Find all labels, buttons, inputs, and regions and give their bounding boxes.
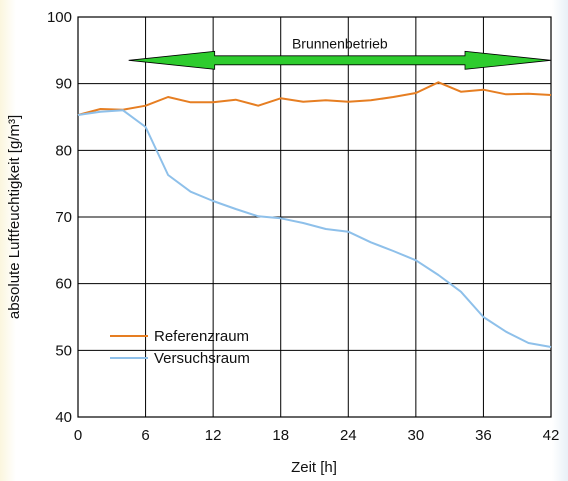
x-tick-label: 18 — [272, 427, 289, 444]
y-tick-label: 80 — [55, 142, 72, 159]
y-tick-label: 40 — [55, 409, 72, 426]
y-tick-label: 70 — [55, 209, 72, 226]
grid-lines — [78, 17, 551, 417]
y-tick-label: 60 — [55, 276, 72, 293]
plot-border — [77, 16, 552, 418]
x-tick-label: 36 — [475, 427, 492, 444]
annotation-label: Brunnenbetrieb — [292, 35, 388, 51]
y-tick-label: 50 — [55, 342, 72, 359]
legend: Referenzraum Versuchsraum — [110, 328, 250, 367]
tick-labels: 0 6 12 18 24 30 36 42 40 50 60 70 80 90 100 — [47, 9, 559, 444]
brunnenbetrieb-annotation: Brunnenbetrieb — [128, 35, 552, 70]
x-axis-title: Zeit [h] — [291, 459, 337, 476]
x-tick-label: 30 — [408, 427, 425, 444]
series-line-versuchsraum — [77, 109, 552, 348]
series-line-referenzraum — [77, 81, 552, 116]
legend-label-versuchsraum: Versuchsraum — [154, 350, 250, 367]
x-tick-label: 0 — [74, 427, 82, 444]
x-tick-label: 6 — [141, 427, 149, 444]
y-axis-title: absolute Luftfeuchtigkeit [g/m³] — [6, 115, 23, 319]
x-tick-label: 24 — [340, 427, 357, 444]
y-tick-label: 90 — [55, 76, 72, 93]
x-tick-label: 42 — [543, 427, 560, 444]
y-tick-label: 100 — [47, 9, 72, 26]
x-tick-label: 12 — [205, 427, 222, 444]
series-lines — [77, 81, 552, 348]
legend-label-referenzraum: Referenzraum — [154, 328, 249, 345]
double-arrow-icon — [128, 50, 552, 70]
